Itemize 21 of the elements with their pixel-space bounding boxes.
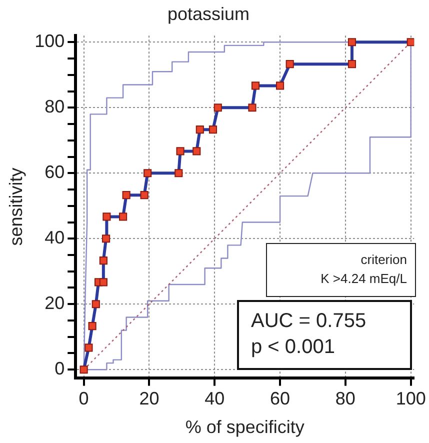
- annotation: p < 0.001: [251, 335, 336, 360]
- y-tick-label: 20: [44, 293, 65, 314]
- annotation: criterion: [360, 251, 407, 269]
- note-box: AUC = 0.755 p < 0.001: [237, 300, 412, 370]
- annotation: K >4.24 mEq/L: [320, 270, 407, 288]
- x-tick-label: 40: [204, 388, 225, 409]
- x-tick-label: 100: [396, 388, 426, 409]
- y-tick-label: 0: [54, 358, 65, 379]
- y-tick-label: 40: [44, 228, 65, 248]
- x-tick-label: 20: [139, 388, 160, 409]
- annotation: AUC = 0.755: [251, 309, 368, 334]
- x-axis-title: % of specificity: [185, 417, 304, 438]
- x-tick-label: 60: [270, 388, 290, 409]
- note-box: criterion K >4.24 mEq/L: [266, 243, 416, 297]
- y-tick-label: 60: [44, 162, 65, 182]
- x-tick-label: 80: [335, 388, 356, 409]
- x-tick-label: 0: [78, 388, 89, 409]
- y-axis-title: sensitivity: [6, 168, 26, 246]
- y-tick-label: 100: [34, 31, 65, 52]
- y-tick-label: 80: [44, 96, 65, 117]
- chart-title: potassium: [167, 4, 250, 24]
